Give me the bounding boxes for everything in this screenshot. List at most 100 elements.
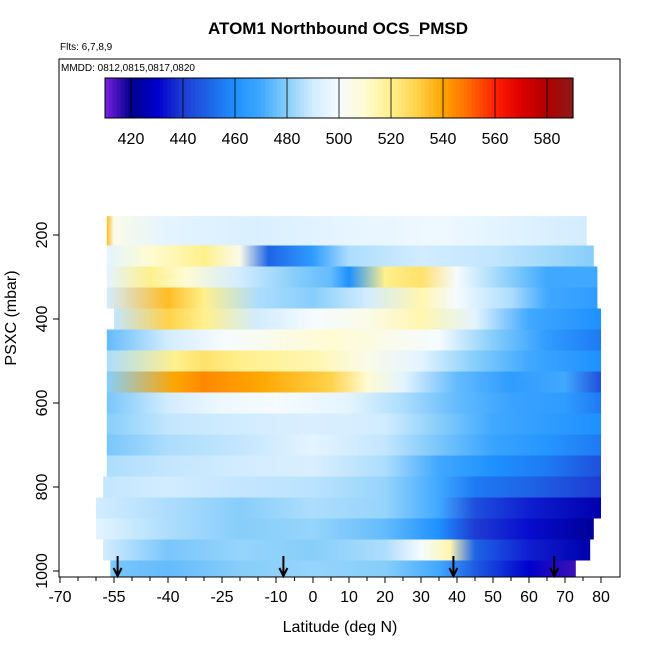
colorbar-swatch <box>557 78 562 118</box>
colorbar-swatch <box>526 78 531 118</box>
x-tick-label: 80 <box>592 589 610 606</box>
colorbar-swatch <box>175 78 180 118</box>
colorbar-swatch <box>303 78 309 118</box>
colorbar-swatch <box>105 78 110 118</box>
colorbar-swatch <box>218 78 223 118</box>
colorbar-swatch <box>409 78 414 118</box>
colorbar-swatch <box>210 78 215 118</box>
colorbar-swatch <box>541 78 547 118</box>
colorbar-swatch <box>444 78 449 118</box>
arrow-marker <box>549 556 560 579</box>
colorbar-swatch <box>370 78 375 118</box>
x-tick-label: 40 <box>448 589 466 606</box>
heatmap-band <box>106 329 602 351</box>
colorbar-swatch <box>249 78 254 118</box>
colorbar-swatch <box>495 78 500 118</box>
colorbar-swatch <box>432 78 438 118</box>
colorbar-tick-label: 560 <box>482 131 509 148</box>
colorbar-swatch <box>307 78 313 118</box>
colorbar-tick-label: 580 <box>534 131 561 148</box>
colorbar-swatch <box>253 78 258 118</box>
x-tick-label: -70 <box>48 589 71 606</box>
colorbar-tick-label: 440 <box>170 131 197 148</box>
colorbar-tick-label: 520 <box>378 131 405 148</box>
colorbar-swatch <box>198 78 204 118</box>
colorbar-swatch <box>389 78 395 118</box>
arrow-marker <box>448 556 459 579</box>
colorbar-tick-label: 540 <box>430 131 457 148</box>
colorbar-swatch <box>565 78 570 118</box>
colorbar-swatch <box>225 78 231 118</box>
colorbar-swatch <box>366 78 371 118</box>
colorbar-swatch <box>413 78 418 118</box>
heatmap-band <box>106 434 602 456</box>
x-axis: -70 -55 -40 -25 -10 0 10 20 30 40 50 60 70 80 <box>48 577 610 606</box>
colorbar-swatch <box>456 78 461 118</box>
colorbar-swatch <box>522 78 527 118</box>
colorbar-swatch <box>144 78 149 118</box>
colorbar-swatch <box>553 78 558 118</box>
x-tick-label: 10 <box>340 589 358 606</box>
y-axis-label: PSXC (mbar) <box>3 270 20 365</box>
colorbar-swatch <box>300 78 305 118</box>
colorbar-swatch <box>420 78 426 118</box>
colorbar-swatch <box>261 78 266 118</box>
colorbar-tick-label: 460 <box>222 131 249 148</box>
dates-annotation: MMDD: 0812,0815,0817,0820 <box>61 63 195 74</box>
colorbar-swatch <box>315 78 321 118</box>
colorbar-swatch <box>530 78 535 118</box>
colorbar-swatch <box>268 78 274 118</box>
colorbar-swatch <box>545 78 551 118</box>
colorbar-swatch <box>385 78 391 118</box>
colorbar-swatch <box>112 78 118 118</box>
colorbar-swatch <box>506 78 512 118</box>
flights-annotation: Flts: 6,7,8,9 <box>60 42 113 53</box>
colorbar-swatch <box>549 78 555 118</box>
colorbar-swatch <box>452 78 457 118</box>
heatmap-band <box>96 497 601 519</box>
colorbar-swatch <box>405 78 410 118</box>
heatmap-layer <box>96 216 602 577</box>
colorbar-swatch <box>264 78 270 118</box>
colorbar-swatch <box>108 78 114 118</box>
x-tick-label: -40 <box>156 589 179 606</box>
colorbar-swatch <box>116 78 122 118</box>
x-tick-label: 0 <box>309 589 318 606</box>
colorbar-swatch <box>424 78 430 118</box>
colorbar-swatch <box>237 78 243 118</box>
heatmap-band <box>106 371 602 393</box>
heatmap-band <box>106 350 602 372</box>
colorbar-swatch <box>276 78 282 118</box>
colorbar-swatch <box>448 78 453 118</box>
colorbar-swatch <box>561 78 566 118</box>
colorbar-swatch <box>514 78 519 118</box>
y-tick-label: 400 <box>34 306 51 333</box>
colorbar-tick-label: 480 <box>274 131 301 148</box>
colorbar-swatch <box>186 78 192 118</box>
heatmap-band <box>106 413 602 435</box>
colorbar-swatch <box>569 78 574 118</box>
colorbar-swatch <box>183 78 188 118</box>
colorbar-swatch <box>167 78 172 118</box>
colorbar-swatch <box>491 78 496 118</box>
colorbar-swatch <box>159 78 165 118</box>
y-tick-label: 200 <box>34 222 51 249</box>
x-axis-label: Latitude (deg N) <box>283 619 398 636</box>
colorbar-swatch <box>206 78 211 118</box>
colorbar-swatch <box>120 78 126 118</box>
x-tick-label: 60 <box>520 589 538 606</box>
colorbar-swatch <box>241 78 246 118</box>
colorbar-swatch <box>339 78 344 118</box>
colorbar-swatch <box>311 78 317 118</box>
colorbar-tick-label: 420 <box>118 131 145 148</box>
colorbar-swatch <box>327 78 332 118</box>
plot-frame <box>58 58 621 578</box>
y-tick-label: 600 <box>34 390 51 417</box>
colorbar-tick-label: 500 <box>326 131 353 148</box>
chart-title: ATOM1 Northbound OCS_PMSD <box>208 19 468 38</box>
colorbar-swatch <box>342 78 348 118</box>
heatmap-band <box>103 539 591 561</box>
colorbar-swatch <box>257 78 262 118</box>
colorbar-swatch <box>147 78 153 118</box>
